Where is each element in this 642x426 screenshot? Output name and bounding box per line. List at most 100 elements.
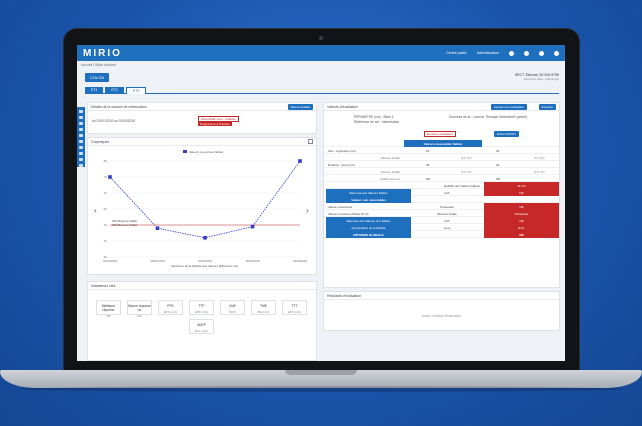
row-label: Rotation - Antis (cm) xyxy=(328,163,356,167)
indicator-box: Bonne réponse ou Bal xyxy=(127,300,152,318)
section2-title: Valeurs non mesurables xyxy=(326,196,411,203)
indicator-box: TTT EPF (min) xyxy=(282,300,307,315)
row-a: 25 xyxy=(426,149,430,153)
reponse-label: Réponse aux Valeurs fiables xyxy=(326,189,411,196)
laptop-notch xyxy=(285,370,357,375)
row-a: NR xyxy=(426,177,431,181)
indicator-box: DuR MOS xyxy=(220,300,245,315)
reponse-a: N/A xyxy=(444,191,450,195)
eval-card-header: Valeurs d'évaluation Ajouter une évaluat… xyxy=(324,103,559,111)
eval-row: Mesure Fiable (16,7%) (16,7%) xyxy=(324,168,559,175)
row-b: NR xyxy=(496,177,501,181)
help-icon[interactable] xyxy=(539,50,544,56)
indicators-title: Indicateurs clés xyxy=(91,284,116,288)
nav-link-admin[interactable]: Administration xyxy=(476,51,499,55)
tab-et2[interactable]: ET2 xyxy=(105,87,124,94)
webcam xyxy=(319,36,323,40)
row-a2 xyxy=(459,147,481,154)
session-detail-button[interactable]: Retour détaillé xyxy=(287,104,313,110)
last-eval-tag[interactable]: Dernière évaluation xyxy=(424,131,457,137)
eval-row: Valeurs associées Présentée NR xyxy=(324,203,559,210)
eval-row: Valeurs mesurables fiables xyxy=(324,140,559,147)
session-card: Détails de la séance de rééducation Reto… xyxy=(87,102,317,134)
add-eval-button[interactable]: Ajouter une évaluation xyxy=(491,104,527,110)
row-a xyxy=(424,154,444,161)
tab-et1[interactable]: ET1 xyxy=(85,87,104,94)
tab-et3[interactable]: ET3 xyxy=(125,87,147,94)
data-point xyxy=(108,175,112,179)
indicator-name: PFE xyxy=(167,304,174,308)
folder-icon[interactable] xyxy=(79,158,83,161)
row-a: 35 xyxy=(426,163,430,167)
chart-icon[interactable] xyxy=(79,128,83,131)
eval-row: Flex - Agonistes (cm) 25 30 xyxy=(324,147,559,154)
row2-b: Présentée xyxy=(484,210,559,217)
expand-icon[interactable] xyxy=(308,139,313,144)
data-point xyxy=(250,224,255,229)
x-tick-label: 01/03/2019 xyxy=(293,259,307,263)
home-icon[interactable] xyxy=(79,110,83,113)
laptop-base xyxy=(0,370,642,388)
patient-title-button[interactable]: COLON xyxy=(85,73,110,82)
mail-icon[interactable] xyxy=(79,146,83,149)
indicator-name: AVEP xyxy=(197,323,206,327)
reference-label: 30% Moyenne (fiable) xyxy=(112,219,137,223)
eval-row: Valeurs ouvertes (fiable) (P+3) Mesurée f… xyxy=(324,210,559,217)
sidebar xyxy=(77,107,85,167)
indicator-box: PFE EPF (min) xyxy=(158,300,183,315)
indicator-name: TTT xyxy=(291,304,298,308)
row2-a: Mesurée fiable xyxy=(437,212,457,216)
user-icon[interactable] xyxy=(79,122,83,125)
row-b xyxy=(494,168,514,175)
calendar-icon[interactable] xyxy=(79,116,83,119)
y-tick-label: 70 xyxy=(104,175,108,179)
row-a2 xyxy=(459,161,481,168)
eval-row: Fiable Normes NR NR xyxy=(324,175,559,182)
row-a2 xyxy=(459,175,481,182)
row-sub: Mesure Fiable xyxy=(380,156,400,160)
eval-card-title: Valeurs d'évaluation xyxy=(327,105,359,109)
eval-row: RÉPONSE GLOBALE NR xyxy=(324,231,559,238)
results-card: Résultats d'évaluation Aucun résultat d'… xyxy=(323,291,560,331)
nav-link-centre[interactable]: Centre public xyxy=(446,51,467,55)
app-screen: MIRIO Centre public Administration Accue… xyxy=(77,45,565,361)
user-icon[interactable] xyxy=(524,50,529,56)
row-a2: (16,7%) xyxy=(461,156,472,160)
indicator-name: Meilleure réponse xyxy=(101,304,116,312)
final-label: RÉPONSE GLOBALE xyxy=(326,231,411,238)
indicator-box: AVEP EVL (min) xyxy=(189,319,214,334)
notification-icon[interactable] xyxy=(509,50,514,56)
indicator-value: BE (min) xyxy=(257,310,270,314)
results-header: Résultats d'évaluation xyxy=(324,292,559,300)
total-label: Fiabilité des Valeurs fiables xyxy=(443,184,480,188)
graph-card-header: Graphiques xyxy=(88,138,316,146)
row-b xyxy=(494,154,514,161)
row-b2 xyxy=(532,147,558,154)
prev-arrow[interactable]: ‹ xyxy=(94,206,97,215)
indicator-name: TME xyxy=(260,304,267,308)
patient-info: SECT. Etienne, 52 000 8795 ancienne date… xyxy=(515,73,559,81)
series-line xyxy=(109,160,301,239)
export-button[interactable]: Exporter xyxy=(538,104,556,110)
edit-icon[interactable] xyxy=(79,152,83,155)
gear-icon[interactable] xyxy=(79,164,83,167)
data-point xyxy=(298,159,302,163)
y-tick-label: 30 xyxy=(104,239,108,243)
breadcrumb[interactable]: Accueil / Bilan isokinet xyxy=(81,63,116,67)
settings-icon[interactable] xyxy=(554,50,559,56)
data-point xyxy=(155,226,160,230)
file-icon[interactable] xyxy=(79,134,83,137)
next-arrow[interactable]: › xyxy=(306,206,309,215)
eval-meta-left: PÉRIMÈTRE (cm) : Bilan 1 xyxy=(354,115,394,119)
eval-card: Valeurs d'évaluation Ajouter une évaluat… xyxy=(323,102,560,288)
indicator-name: TTP xyxy=(198,304,205,308)
list-icon[interactable] xyxy=(79,140,83,143)
global-b: Excl. xyxy=(484,224,559,231)
row-b: 30 xyxy=(496,163,500,167)
evaluation-tag[interactable]: EVALUATION xyxy=(494,131,519,137)
y-tick-label: 20 xyxy=(104,255,108,259)
indicator-value: MOS xyxy=(229,310,236,314)
eval-meta-left2: Référence de cet : Interrelation xyxy=(354,120,400,124)
y-tick-label: 40 xyxy=(104,223,108,227)
row-a xyxy=(424,168,444,175)
